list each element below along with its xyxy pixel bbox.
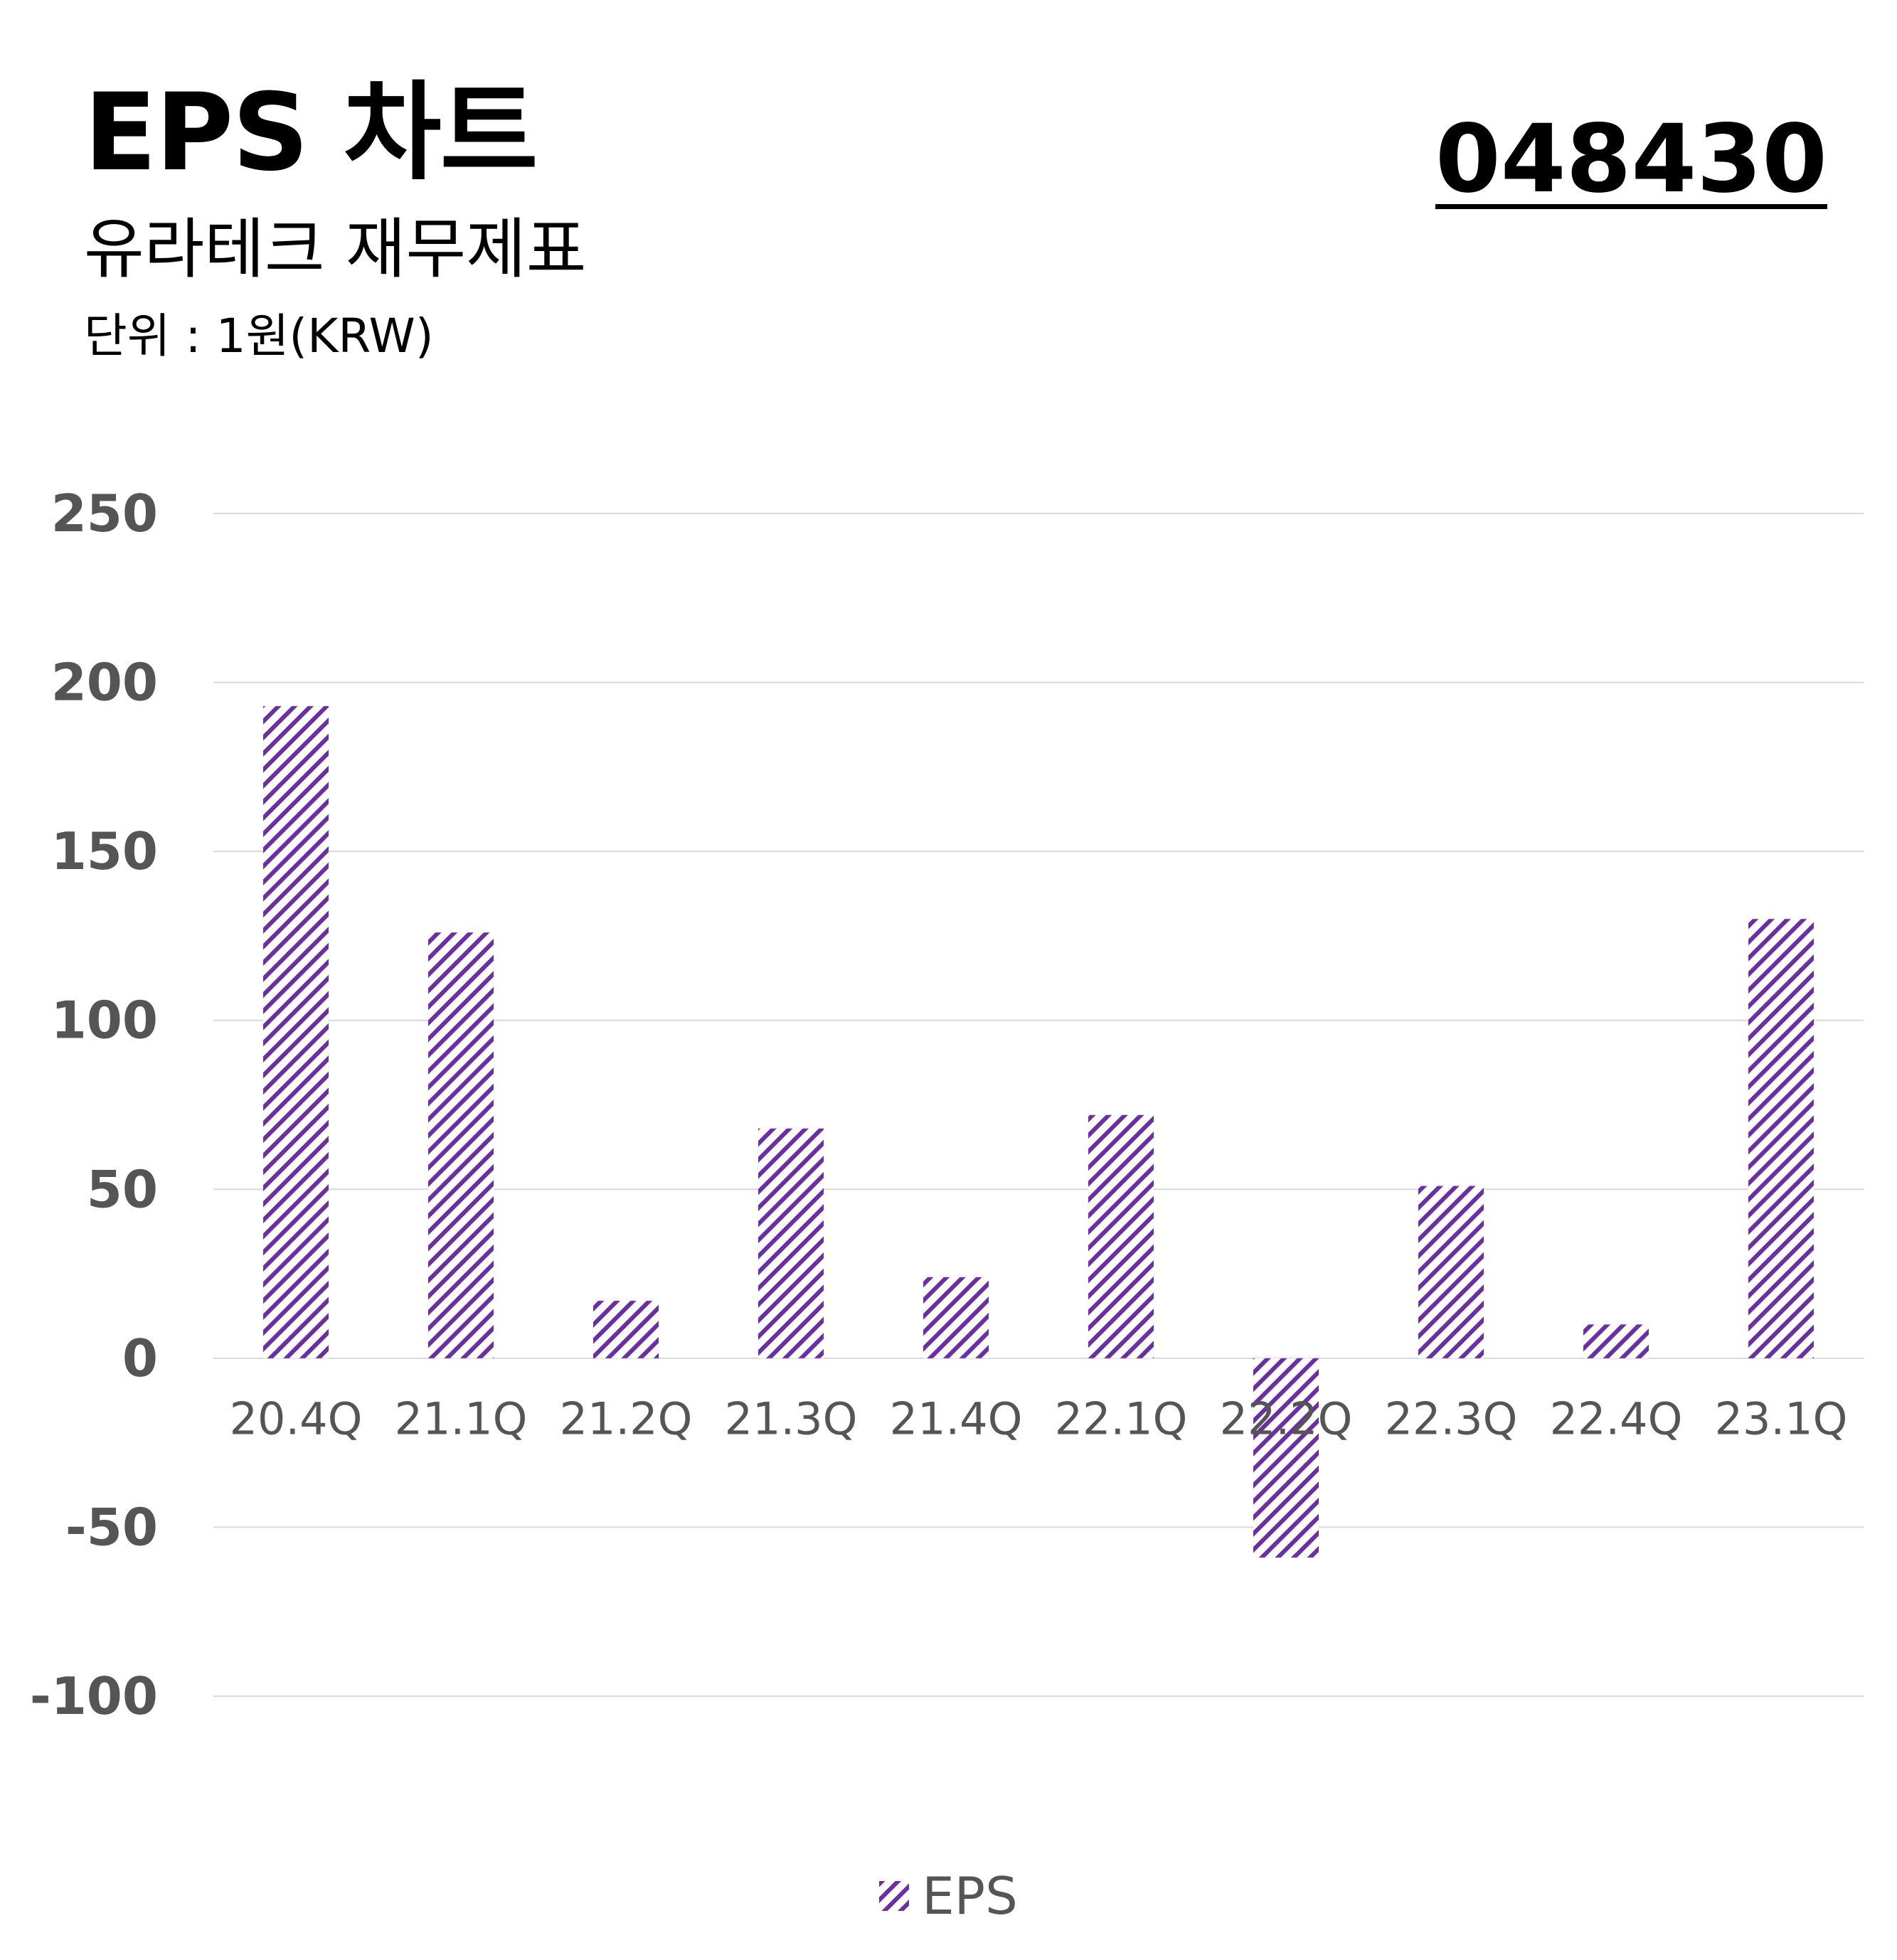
chart-title: EPS 차트 [84,71,538,195]
x-tick-label: 21.2Q [560,1392,693,1444]
y-tick-label: 250 [51,484,158,543]
y-tick-label: 100 [51,991,158,1050]
legend: EPS [0,1870,1897,1922]
x-tick-label: 21.1Q [395,1392,528,1444]
stock-code: 048430 [1435,105,1827,214]
y-tick-label: 0 [122,1328,158,1388]
y-tick-label: 150 [51,821,158,881]
y-tick-label: 50 [87,1159,158,1219]
grid-lines [213,513,1864,1697]
legend-swatch-eps [879,1881,910,1911]
y-axis-tick-labels: 250 200 150 100 50 0 -50 -100 [30,484,158,1726]
bar-22.1Q [1088,1114,1154,1358]
bar-23.1Q [1748,919,1814,1358]
x-tick-label: 22.4Q [1550,1392,1683,1444]
bar-20.4Q [263,705,329,1358]
unit-label: 단위 : 1원(KRW) [84,309,434,363]
bars [263,705,1814,1558]
y-tick-label: -50 [65,1497,158,1557]
x-tick-label: 20.4Q [230,1392,363,1444]
x-tick-label: 22.3Q [1385,1392,1518,1444]
y-tick-label: 200 [51,653,158,713]
x-axis-tick-labels: 20.4Q 21.1Q 21.2Q 21.3Q 21.4Q 22.1Q 22.2Q 22.3Q… [230,1392,1848,1444]
legend-label-eps: EPS [922,1866,1018,1926]
y-tick-label: -100 [30,1666,158,1726]
bar-22.3Q [1418,1186,1484,1358]
bar-22.2Q [1253,1358,1319,1558]
x-tick-label: 21.3Q [725,1392,858,1444]
bar-21.3Q [758,1128,824,1358]
bar-22.4Q [1583,1324,1649,1358]
x-tick-label: 23.1Q [1715,1392,1848,1444]
x-tick-label: 22.1Q [1055,1392,1188,1444]
x-tick-label: 22.2Q [1220,1392,1353,1444]
bar-21.1Q [428,932,494,1358]
x-tick-label: 21.4Q [890,1392,1023,1444]
bar-21.4Q [923,1277,989,1358]
chart-subtitle: 유라테크 재무제표 [84,211,587,287]
bar-21.2Q [593,1301,659,1358]
